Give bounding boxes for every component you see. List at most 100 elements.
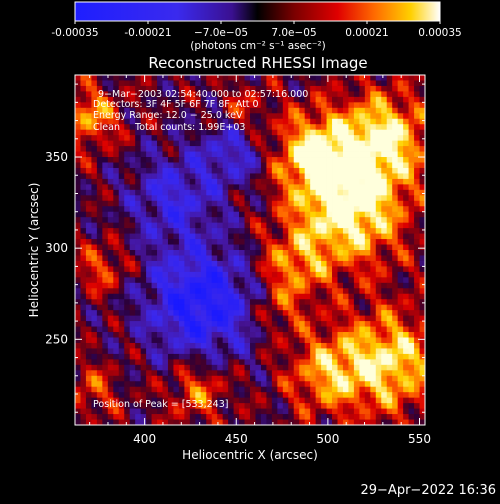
heatmap-cell: [271, 135, 278, 142]
heatmap-cell: [277, 381, 284, 388]
heatmap-cell: [370, 91, 377, 98]
heatmap-cell: [173, 282, 180, 289]
heatmap-cell: [228, 239, 234, 245]
heatmap-cell: [211, 124, 218, 131]
heatmap-cell: [124, 392, 131, 399]
heatmap-cell: [342, 129, 349, 136]
heatmap-cell: [414, 255, 420, 262]
heatmap-cell: [135, 266, 142, 273]
heatmap-cell: [140, 107, 147, 114]
heatmap-cell: [222, 200, 229, 207]
heatmap-cell: [80, 75, 87, 81]
heatmap-cell: [304, 195, 311, 202]
heatmap-cell: [260, 271, 267, 278]
heatmap-cell: [217, 370, 224, 377]
heatmap-cell: [135, 326, 142, 333]
heatmap-cell: [157, 85, 163, 92]
heatmap-cell: [337, 91, 344, 98]
heatmap-cell: [310, 266, 317, 273]
heatmap-cell: [282, 129, 289, 136]
heatmap-cell: [85, 299, 92, 306]
heatmap-cell: [321, 195, 327, 202]
heatmap-cell: [266, 392, 273, 399]
heatmap-cell: [200, 167, 207, 174]
heatmap-cell: [304, 282, 311, 289]
heatmap-cell: [304, 370, 311, 377]
heatmap-cell: [299, 189, 306, 196]
heatmap-cell: [397, 107, 404, 114]
heatmap-cell: [359, 239, 366, 245]
heatmap-cell: [403, 80, 409, 87]
heatmap-cell: [370, 386, 377, 393]
heatmap-cell: [277, 91, 284, 98]
heatmap-cell: [217, 167, 224, 174]
heatmap-cell: [178, 151, 185, 158]
heatmap-cell: [189, 408, 196, 415]
heatmap-cell: [124, 217, 131, 224]
heatmap-cell: [381, 397, 388, 404]
heatmap-cell: [167, 91, 174, 98]
heatmap-cell: [260, 397, 267, 404]
heatmap-cell: [124, 255, 131, 262]
heatmap-cell: [277, 217, 284, 224]
heatmap-cell: [353, 140, 360, 147]
heatmap-cell: [364, 239, 371, 245]
heatmap-cell: [304, 359, 311, 366]
heatmap-cell: [392, 184, 399, 191]
heatmap-cell: [260, 381, 267, 388]
heatmap-cell: [342, 184, 349, 191]
heatmap-cell: [107, 403, 114, 409]
heatmap-cell: [332, 162, 338, 169]
heatmap-cell: [408, 288, 415, 295]
heatmap-cell: [386, 189, 393, 196]
heatmap-cell: [162, 359, 169, 366]
heatmap-cell: [381, 96, 388, 103]
heatmap-cell: [277, 282, 284, 289]
heatmap-cell: [353, 178, 360, 185]
heatmap-cell: [288, 266, 295, 273]
heatmap-cell: [244, 80, 251, 87]
heatmap-cell: [364, 392, 371, 399]
heatmap-cell: [118, 228, 125, 234]
heatmap-cell: [102, 386, 109, 393]
heatmap-cell: [260, 315, 267, 322]
heatmap-cell: [348, 321, 355, 327]
heatmap-cell: [173, 157, 180, 163]
heatmap-cell: [304, 189, 311, 196]
heatmap-cell: [266, 129, 273, 136]
heatmap-cell: [310, 140, 317, 147]
heatmap-cell: [184, 195, 191, 202]
heatmap-cell: [250, 211, 256, 218]
heatmap-cell: [233, 228, 240, 234]
heatmap-cell: [151, 277, 158, 284]
heatmap-cell: [102, 364, 109, 371]
heatmap-cell: [337, 277, 344, 284]
heatmap-cell: [255, 162, 262, 169]
heatmap-cell: [386, 151, 393, 158]
heatmap-cell: [157, 370, 163, 377]
heatmap-cell: [200, 375, 207, 382]
heatmap-cell: [75, 75, 81, 81]
heatmap-cell: [239, 157, 245, 163]
heatmap-cell: [419, 200, 426, 207]
heatmap-cell: [189, 288, 196, 295]
heatmap-cell: [195, 386, 202, 393]
heatmap-cell: [342, 397, 349, 404]
heatmap-cell: [381, 315, 388, 322]
heatmap-cell: [135, 408, 142, 415]
heatmap-cell: [332, 348, 338, 355]
heatmap-cell: [118, 359, 125, 366]
heatmap-cell: [250, 408, 256, 415]
heatmap-cell: [419, 271, 426, 278]
heatmap-cell: [178, 75, 185, 81]
heatmap-cell: [107, 239, 114, 245]
heatmap-cell: [162, 392, 169, 399]
heatmap-cell: [375, 228, 382, 234]
heatmap-cell: [419, 370, 426, 377]
heatmap-cell: [277, 299, 284, 306]
heatmap-cell: [217, 91, 224, 98]
heatmap-cell: [80, 337, 87, 344]
heatmap-cell: [282, 332, 289, 338]
heatmap-cell: [250, 353, 256, 360]
heatmap-cell: [129, 124, 136, 131]
